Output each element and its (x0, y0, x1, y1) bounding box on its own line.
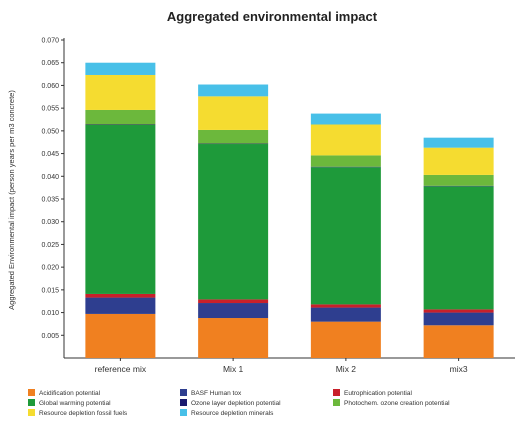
bar-segment (198, 303, 269, 319)
y-tick-label: 0.015 (41, 287, 59, 294)
legend-label: Photochem. ozone creation potential (344, 400, 450, 407)
legend-swatch (28, 399, 35, 406)
bar-segment (198, 84, 269, 97)
bar-segment (85, 109, 156, 125)
legend-label: Acidification potential (39, 390, 101, 397)
legend-swatch (28, 409, 35, 416)
bar-segment (85, 124, 156, 294)
bar-segment (310, 124, 381, 156)
bar-segment (423, 325, 494, 358)
bar-segment (85, 297, 156, 314)
legend-swatch (180, 409, 187, 416)
legend: Acidification potential BASF Human tox Eut… (28, 389, 450, 417)
bar-segment (198, 129, 269, 144)
chart-title: Aggregated environmental impact (167, 9, 378, 24)
y-tick-label: 0.050 (41, 128, 59, 135)
y-tick-label: 0.025 (41, 242, 59, 249)
y-tick-label: 0.010 (41, 310, 59, 317)
bar-segment (310, 155, 381, 167)
y-tick-label: 0.035 (41, 197, 59, 204)
x-tick-label: mix3 (450, 364, 468, 374)
bar-segment (198, 318, 269, 358)
legend-label: Resource depletion minerals (191, 410, 274, 417)
y-tick-label: 0.045 (41, 151, 59, 158)
bar-segment (85, 62, 156, 75)
bar-segment (423, 186, 494, 310)
bar-segment (198, 144, 269, 300)
x-tick-label: Mix 2 (336, 364, 357, 374)
bar-segment (423, 137, 494, 148)
bar-segment (85, 293, 156, 298)
legend-label: BASF Human tox (191, 390, 242, 397)
bar-segment (423, 147, 494, 175)
y-tick-label: 0.040 (41, 174, 59, 181)
plot-area: 0.005 0.010 0.015 0.020 0.025 0.030 0.035 0.040… (41, 38, 515, 374)
bar-segment (310, 307, 381, 322)
bar-segment (198, 96, 269, 130)
y-tick-label: 0.060 (41, 83, 59, 90)
y-axis-title: Aggregated Environmental impact (person … (7, 90, 16, 310)
y-tick-label: 0.020 (41, 265, 59, 272)
y-tick-label: 0.055 (41, 106, 59, 113)
bar-segment (85, 313, 156, 358)
legend-swatch (333, 399, 340, 406)
bar-segment (310, 321, 381, 358)
bar-segment (310, 304, 381, 308)
bar-segment (423, 312, 494, 326)
bar-segment (310, 113, 381, 125)
legend-label: Global warming potential (39, 400, 111, 407)
bar-segment (198, 299, 269, 304)
bar-segment (423, 309, 494, 313)
x-tick-label: Mix 1 (223, 364, 244, 374)
y-tick-label: 0.070 (41, 38, 59, 45)
bar-segment (85, 74, 156, 110)
legend-label: Eutrophication potential (344, 390, 412, 397)
legend-swatch (180, 399, 187, 406)
y-tick-label: 0.005 (41, 333, 59, 340)
x-tick-label: reference mix (95, 364, 147, 374)
legend-label: Ozone layer depletion potential (191, 400, 281, 407)
legend-swatch (333, 389, 340, 396)
legend-swatch (28, 389, 35, 396)
y-tick-label: 0.030 (41, 219, 59, 226)
legend-label: Resource depletion fossil fuels (39, 410, 128, 417)
y-tick-label: 0.065 (41, 60, 59, 67)
bar-segment (310, 167, 381, 305)
legend-swatch (180, 389, 187, 396)
bar-segment (423, 174, 494, 186)
